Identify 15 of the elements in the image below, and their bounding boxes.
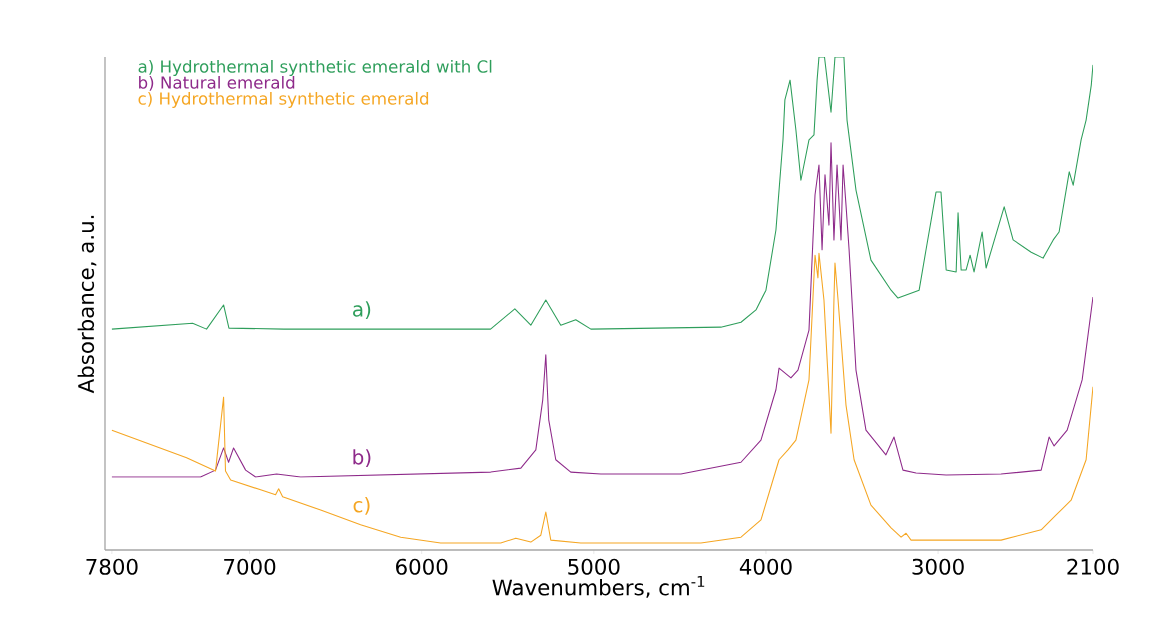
x-tick-label: 3000 (912, 558, 964, 575)
y-axis-title: Absorbance, a.u. (77, 215, 97, 394)
x-tick-label: 7000 (224, 558, 276, 575)
text: a) Hydrothermal synthetic emerald with Cl (138, 59, 492, 77)
text: b) Natural emerald (139, 75, 295, 91)
x-tick-label: 5000 (568, 558, 620, 575)
annotation: a) (353, 301, 371, 320)
x-tick-label: 7800 (86, 558, 138, 575)
x-axis-title: Wavenumbers, cm$^{-1}$ (492, 575, 705, 598)
x-tick-label: 4000 (739, 558, 792, 575)
text: c) Hydrothermal synthetic emerald (138, 91, 429, 109)
annotation: c) (353, 497, 370, 515)
x-tick-label: 6000 (396, 558, 448, 575)
annotation: b) (353, 449, 371, 467)
x-tick-label: 2100 (1067, 558, 1119, 575)
